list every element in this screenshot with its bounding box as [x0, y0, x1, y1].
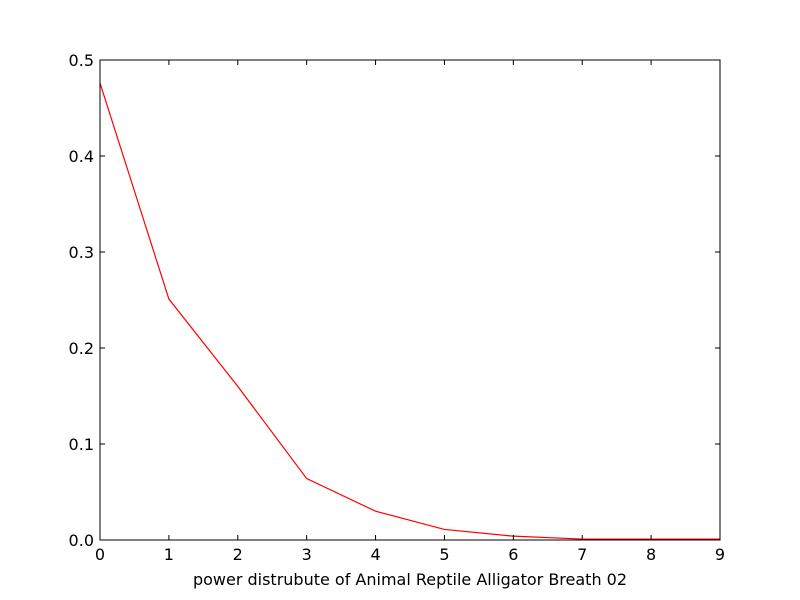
y-tick-label: 0.4 — [69, 147, 94, 166]
x-tick-label: 5 — [439, 545, 449, 564]
x-tick-label: 8 — [646, 545, 656, 564]
y-tick-label: 0.1 — [69, 435, 94, 454]
x-tick-label: 4 — [370, 545, 380, 564]
plot-frame — [99, 59, 721, 541]
series-layer — [99, 82, 720, 540]
x-tick-label: 0 — [95, 545, 105, 564]
y-axis: 0.0 0.1 0.2 0.3 0.4 0.5 — [69, 51, 720, 550]
x-tick-label: 9 — [715, 545, 725, 564]
x-axis-label: power distrubute of Animal Reptile Allig… — [193, 570, 627, 589]
x-tick-label: 7 — [577, 545, 587, 564]
series-line-0 — [99, 82, 720, 540]
x-tick-label: 1 — [164, 545, 174, 564]
y-tick-label: 0.3 — [69, 243, 94, 262]
y-tick-label: 0.2 — [69, 339, 94, 358]
x-tick-label: 3 — [302, 545, 312, 564]
x-tick-label: 6 — [508, 545, 518, 564]
x-tick-label: 2 — [233, 545, 243, 564]
y-tick-label: 0.5 — [69, 51, 94, 70]
x-axis: 0 1 2 3 4 5 6 7 8 9 — [95, 60, 725, 564]
y-tick-label: 0.0 — [69, 531, 94, 550]
